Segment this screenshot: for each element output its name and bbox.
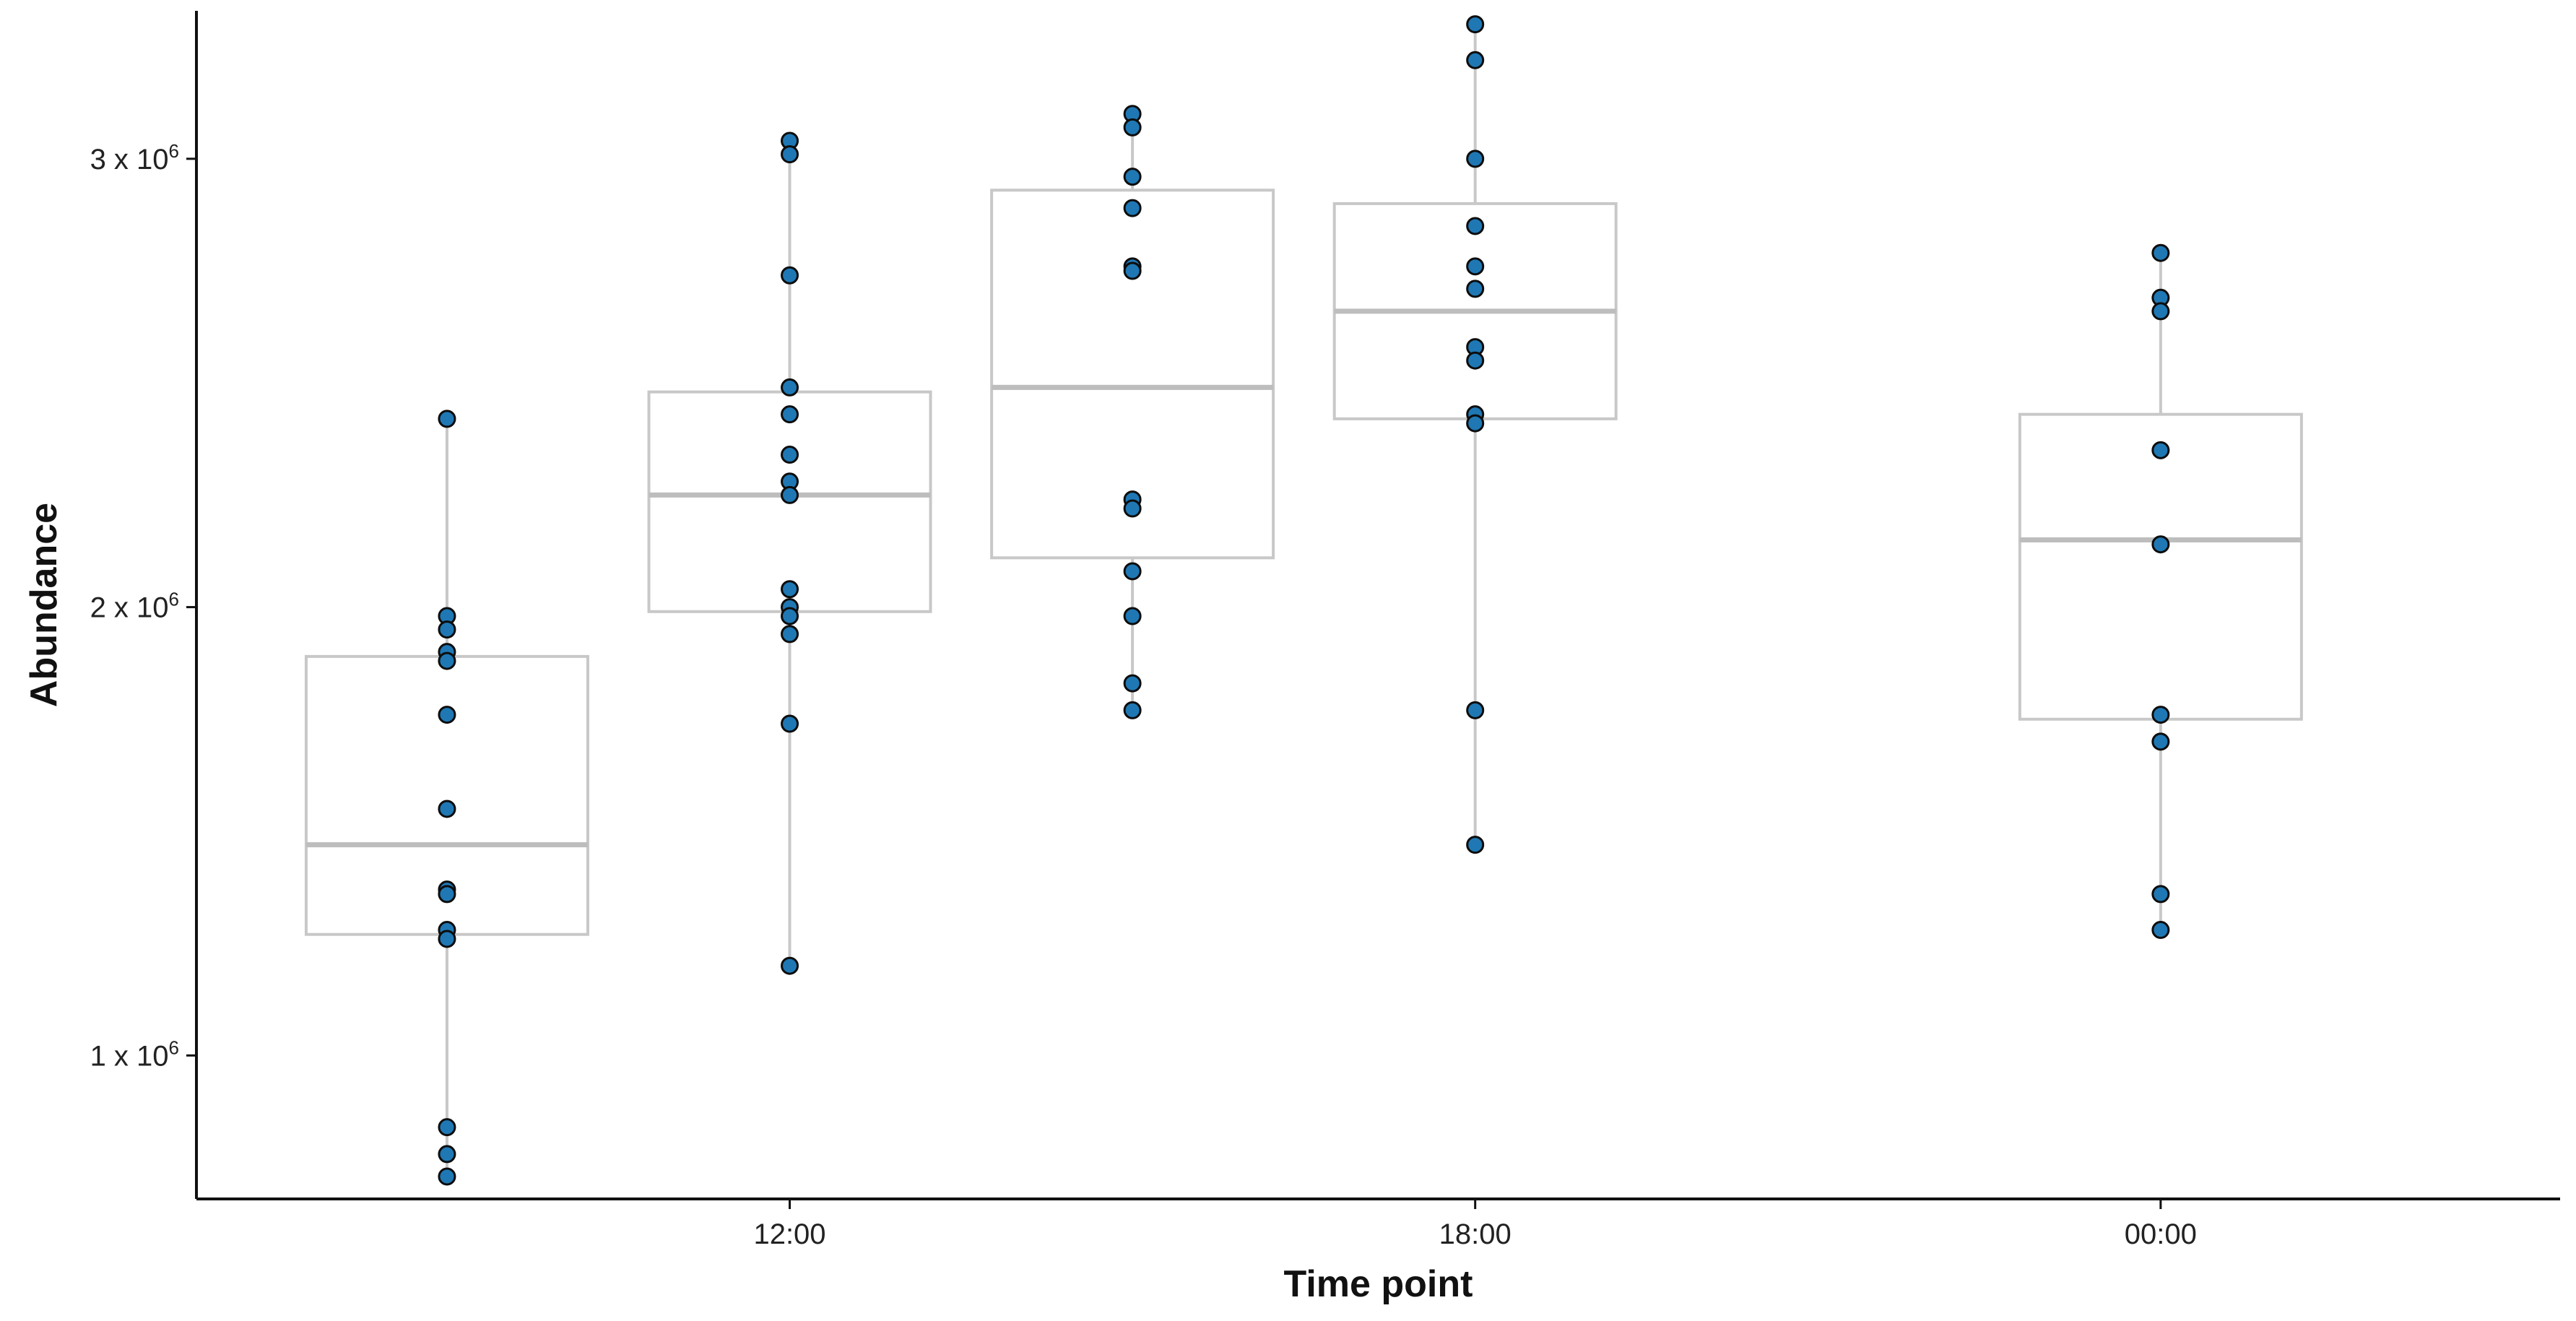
data-point <box>2151 921 2170 940</box>
data-point <box>1123 607 1142 625</box>
data-point <box>781 145 799 164</box>
data-point <box>438 885 456 904</box>
data-point <box>781 607 799 625</box>
data-point <box>1466 217 1485 235</box>
iqr-box <box>990 189 1275 560</box>
plot-area <box>304 15 2303 1186</box>
y-tick-label: 1 x 106 <box>90 1036 179 1072</box>
data-point <box>438 800 456 818</box>
data-point <box>1466 414 1485 433</box>
data-point <box>1466 351 1485 370</box>
data-point <box>438 1145 456 1164</box>
x-tick-label: 18:00 <box>1439 1218 1512 1250</box>
data-point <box>438 620 456 639</box>
data-point <box>1466 836 1485 854</box>
data-point <box>438 1118 456 1137</box>
data-point <box>2151 441 2170 459</box>
data-point <box>781 956 799 975</box>
data-point <box>781 266 799 285</box>
data-point <box>438 410 456 428</box>
iqr-box <box>2018 412 2303 721</box>
x-tick-label: 00:00 <box>2125 1218 2197 1250</box>
tick-labels: 1 x 106 2 x 106 3 x 106 12:00 18:00 00:00 <box>90 140 2197 1250</box>
data-point <box>438 706 456 724</box>
data-point <box>2151 732 2170 751</box>
y-tick-label: 2 x 106 <box>90 589 179 624</box>
data-point <box>1123 701 1142 719</box>
data-point <box>781 714 799 733</box>
data-point <box>1123 562 1142 581</box>
axes <box>195 11 2560 1200</box>
data-point <box>438 930 456 948</box>
data-point <box>2151 885 2170 904</box>
data-point <box>1466 701 1485 719</box>
data-point <box>781 625 799 644</box>
box-group-1 <box>304 410 589 1186</box>
y-tick-label: 3 x 106 <box>90 140 179 176</box>
data-point <box>1466 150 1485 168</box>
data-point <box>781 485 799 504</box>
box-group-2 <box>647 131 932 975</box>
data-point <box>2151 535 2170 554</box>
box-group-5 <box>2018 243 2303 940</box>
data-point <box>2151 243 2170 262</box>
data-point <box>2151 302 2170 321</box>
data-point <box>1123 499 1142 518</box>
data-point <box>1466 51 1485 69</box>
data-point <box>1123 199 1142 217</box>
x-axis-title: Time point <box>1284 1263 1473 1305</box>
box-group-3 <box>990 105 1275 719</box>
data-point <box>1466 15 1485 34</box>
data-point <box>781 378 799 397</box>
data-point <box>438 1167 456 1186</box>
data-point <box>1123 261 1142 280</box>
data-point <box>781 446 799 464</box>
data-point <box>1466 257 1485 276</box>
data-point <box>1466 280 1485 298</box>
data-point <box>781 580 799 599</box>
data-point <box>1123 674 1142 693</box>
data-point <box>781 405 799 424</box>
data-point <box>1123 168 1142 186</box>
x-tick-label: 12:00 <box>753 1218 825 1250</box>
data-point <box>1123 118 1142 137</box>
y-axis-title: Abundance <box>23 503 65 707</box>
data-point <box>438 651 456 670</box>
data-point <box>2151 706 2170 724</box>
box-group-4 <box>1332 15 1618 854</box>
